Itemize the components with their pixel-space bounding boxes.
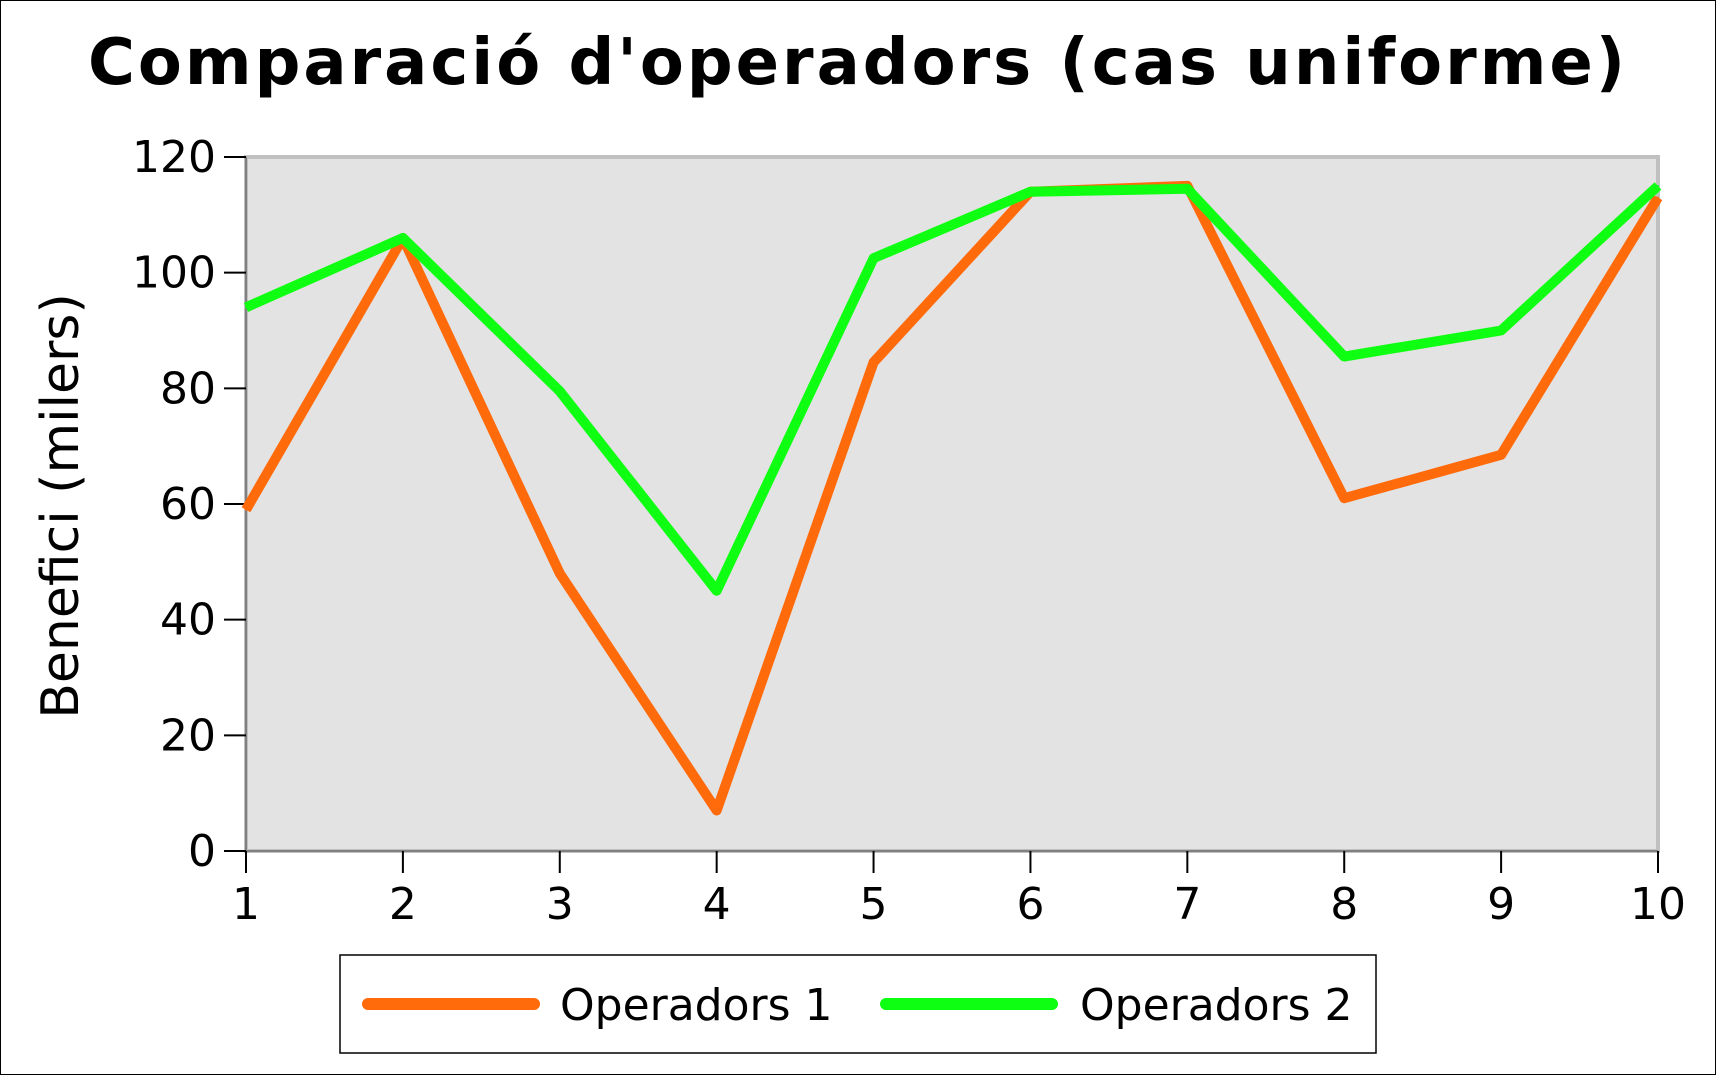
data-point bbox=[1029, 190, 1032, 193]
data-point bbox=[715, 589, 718, 592]
y-tick-label: 100 bbox=[132, 248, 216, 299]
x-tick-label: 1 bbox=[232, 879, 260, 930]
legend-label-1: Operadors 1 bbox=[560, 980, 833, 1031]
x-tick-label: 6 bbox=[1016, 879, 1044, 930]
x-tick-label: 5 bbox=[860, 879, 888, 930]
data-point bbox=[558, 572, 561, 575]
data-point bbox=[1500, 329, 1503, 332]
plot-area bbox=[244, 155, 1660, 853]
data-point bbox=[1500, 453, 1503, 456]
data-point bbox=[1343, 355, 1346, 358]
data-point bbox=[872, 257, 875, 260]
y-tick-label: 0 bbox=[188, 826, 216, 877]
x-tick-label: 4 bbox=[703, 879, 731, 930]
data-point bbox=[1657, 184, 1659, 187]
chart-title: Comparació d'operadors (cas uniforme) bbox=[87, 26, 1629, 100]
data-point bbox=[558, 390, 561, 393]
x-tick-label: 7 bbox=[1173, 879, 1201, 930]
data-point bbox=[715, 809, 718, 812]
legend-label-2: Operadors 2 bbox=[1080, 980, 1353, 1031]
x-tick-label: 9 bbox=[1487, 879, 1515, 930]
y-tick-label: 120 bbox=[132, 132, 216, 183]
y-tick-label: 60 bbox=[160, 479, 216, 530]
data-point bbox=[401, 236, 404, 239]
x-tick-label: 8 bbox=[1330, 879, 1358, 930]
x-tick-label: 10 bbox=[1630, 879, 1686, 930]
y-tick-label: 20 bbox=[160, 710, 216, 761]
data-point bbox=[1343, 497, 1346, 500]
y-tick-label: 40 bbox=[160, 595, 216, 646]
data-point bbox=[245, 306, 247, 309]
data-point bbox=[1657, 196, 1659, 199]
y-axis-label: Benefici (milers) bbox=[31, 293, 91, 719]
data-point bbox=[1186, 187, 1189, 190]
x-tick-label: 2 bbox=[389, 879, 417, 930]
data-point bbox=[245, 508, 247, 511]
data-point bbox=[872, 361, 875, 364]
y-tick-label: 80 bbox=[160, 363, 216, 414]
x-tick-label: 3 bbox=[546, 879, 574, 930]
series-line-1 bbox=[241, 180, 1663, 816]
series-line-2 bbox=[243, 182, 1662, 596]
